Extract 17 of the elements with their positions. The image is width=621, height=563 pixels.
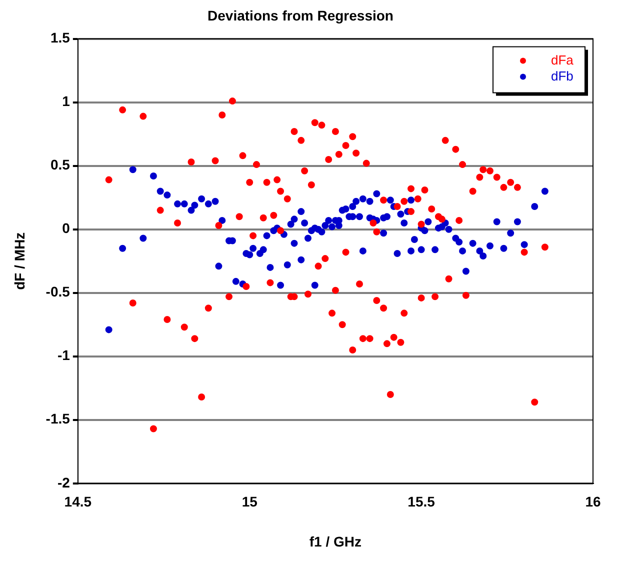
x-tick-label: 15 [242,494,258,510]
y-tick-label: -1.5 [46,410,70,427]
x-tick-label: 15.5 [408,494,436,510]
y-tick-label: -0.5 [46,284,70,300]
y-axis-title: dF / MHz [11,232,28,290]
y-tick-label: 1.5 [50,30,70,46]
x-tick-label: 16 [585,494,601,510]
y-tick-label: -2 [57,474,70,490]
chart-title: Deviations from Regression [208,7,394,24]
x-axis-title: f1 / GHz [309,533,362,550]
y-tick-label: 1 [62,93,70,110]
legend-label: dFa [551,52,574,68]
y-tick-label: 0 [62,220,70,236]
legend-label: dFb [551,68,574,84]
x-tick-label: 14.5 [64,494,92,510]
y-tick-label: -1 [57,347,70,364]
y-tick-label: 0.5 [50,156,70,173]
